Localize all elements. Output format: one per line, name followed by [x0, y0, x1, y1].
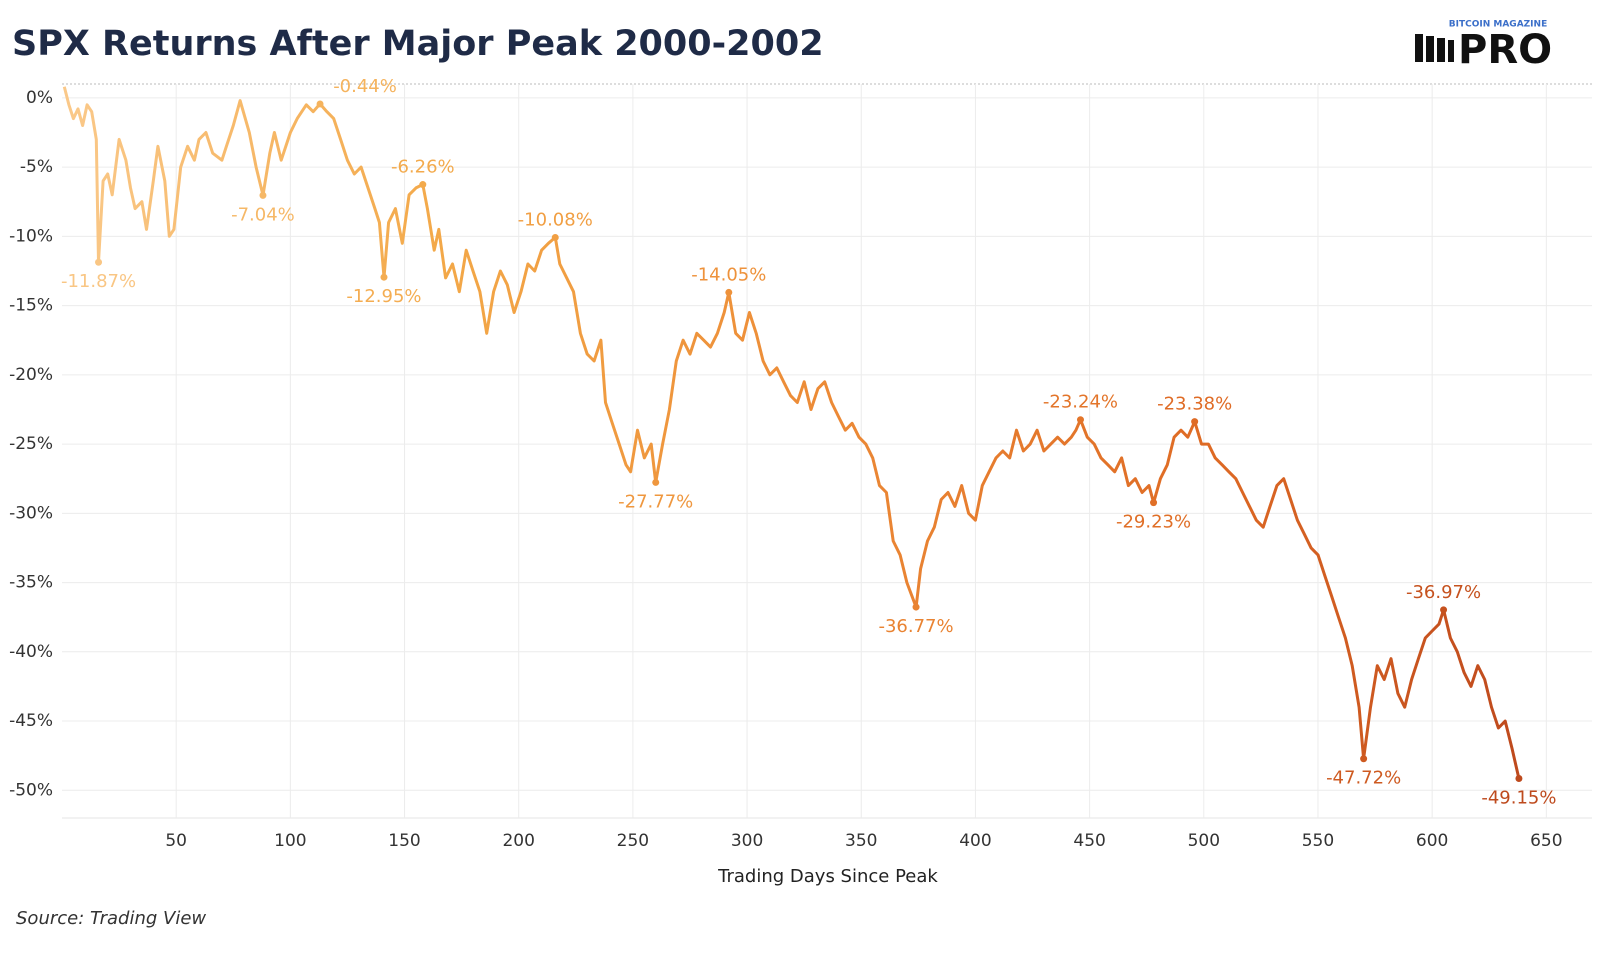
x-axis-label: Trading Days Since Peak [717, 866, 938, 887]
annotation-point [1515, 775, 1523, 783]
x-tick-label: 150 [388, 831, 420, 851]
annotation-label: -11.87% [61, 271, 136, 292]
chart-title: SPX Returns After Major Peak 2000-2002 [12, 24, 824, 64]
y-tick-label: -40% [9, 642, 53, 662]
annotation-label: -7.04% [231, 204, 295, 225]
x-tick-label: 600 [1416, 831, 1448, 851]
annotation-point [419, 181, 427, 189]
annotation-label: -47.72% [1326, 768, 1401, 789]
annotation-label: -29.23% [1116, 512, 1191, 533]
y-tick-label: 0% [26, 88, 53, 108]
source: Source: Trading View [16, 908, 206, 929]
x-tick-label: 200 [502, 831, 534, 851]
series-line [62, 86, 1521, 779]
x-tick-label: 550 [1302, 831, 1334, 851]
annotation-point [725, 288, 733, 296]
annotation-point [1150, 499, 1158, 507]
brand-top: BITCOIN MAGAZINE [1449, 20, 1547, 30]
annotation-label: -14.05% [691, 264, 766, 285]
annotation-point [1440, 606, 1448, 614]
annotation-point [1191, 418, 1199, 426]
x-tick-label: 450 [1073, 831, 1105, 851]
annotation-label: -12.95% [346, 286, 421, 307]
x-tick-label: 50 [165, 831, 187, 851]
x-tick-label: 500 [1188, 831, 1220, 851]
annotation-point [259, 191, 267, 199]
x-tick-label: 300 [731, 831, 763, 851]
x-tick-label: 650 [1530, 831, 1562, 851]
logo: BITCOIN MAGAZINE PRO [1415, 20, 1552, 73]
y-tick-label: -20% [9, 365, 53, 385]
annotation-point [912, 603, 920, 611]
annotation-point [95, 258, 103, 266]
y-tick-label: -45% [9, 711, 53, 731]
annotation-label: -49.15% [1481, 788, 1556, 809]
annotation-point [652, 478, 660, 486]
y-tick-label: -10% [9, 226, 53, 246]
annotation-label: -0.44% [333, 76, 397, 97]
x-tick-label: 250 [617, 831, 649, 851]
y-tick-label: -35% [9, 573, 53, 593]
brand-main: PRO [1458, 27, 1552, 73]
annotation-label: -27.77% [618, 491, 693, 512]
y-tick-label: -25% [9, 434, 53, 454]
y-tick-label: -50% [9, 780, 53, 800]
annotation-point [1076, 416, 1084, 424]
annotation-point [551, 233, 559, 241]
annotation-label: -23.24% [1043, 392, 1118, 413]
y-tick-label: -30% [9, 503, 53, 523]
y-tick-label: -15% [9, 296, 53, 316]
annotation-label: -23.38% [1157, 394, 1232, 415]
annotation-label: -36.77% [878, 616, 953, 637]
annotation-label: -6.26% [391, 157, 455, 178]
annotation-label: -10.08% [518, 209, 593, 230]
x-tick-label: 100 [274, 831, 306, 851]
x-tick-label: 350 [845, 831, 877, 851]
x-tick-label: 400 [959, 831, 991, 851]
annotation-label: -36.97% [1406, 582, 1481, 603]
annotation-point [380, 273, 388, 281]
y-tick-label: -5% [20, 157, 53, 177]
annotation-point [1360, 755, 1368, 763]
annotation-point [316, 100, 324, 108]
